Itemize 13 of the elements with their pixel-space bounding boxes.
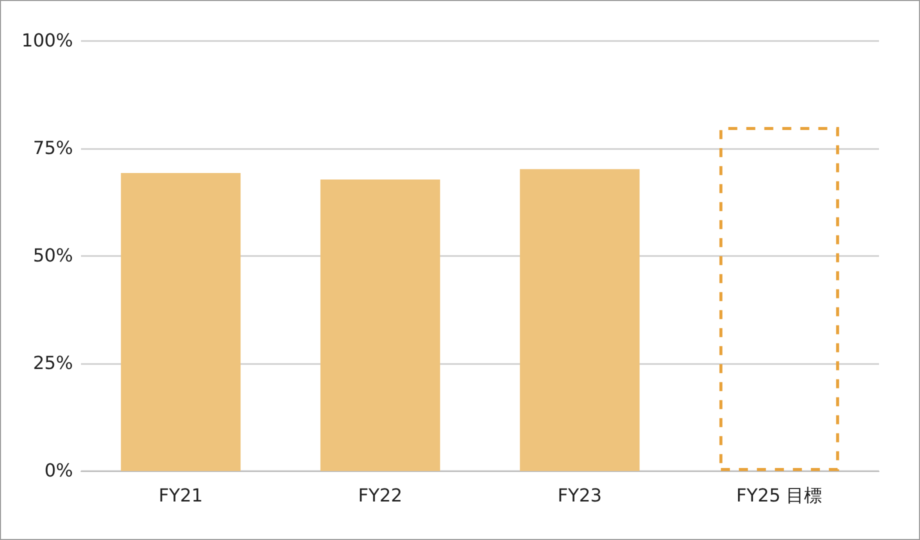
y-tick-label: 100% <box>22 30 73 52</box>
y-tick-label: 25% <box>32 353 73 374</box>
x-tick-label: FY25 目標 <box>736 486 822 506</box>
x-tick-label: FY22 <box>358 486 402 506</box>
x-tick-label: FY21 <box>158 486 203 506</box>
y-tick-label: 0% <box>44 460 73 482</box>
x-tick-label: FY23 <box>558 486 602 506</box>
bar <box>320 179 440 471</box>
bar <box>120 173 241 471</box>
bar <box>719 127 840 471</box>
y-tick-label: 50% <box>32 246 73 266</box>
y-tick-label: 75% <box>32 138 73 159</box>
bar <box>520 169 640 471</box>
